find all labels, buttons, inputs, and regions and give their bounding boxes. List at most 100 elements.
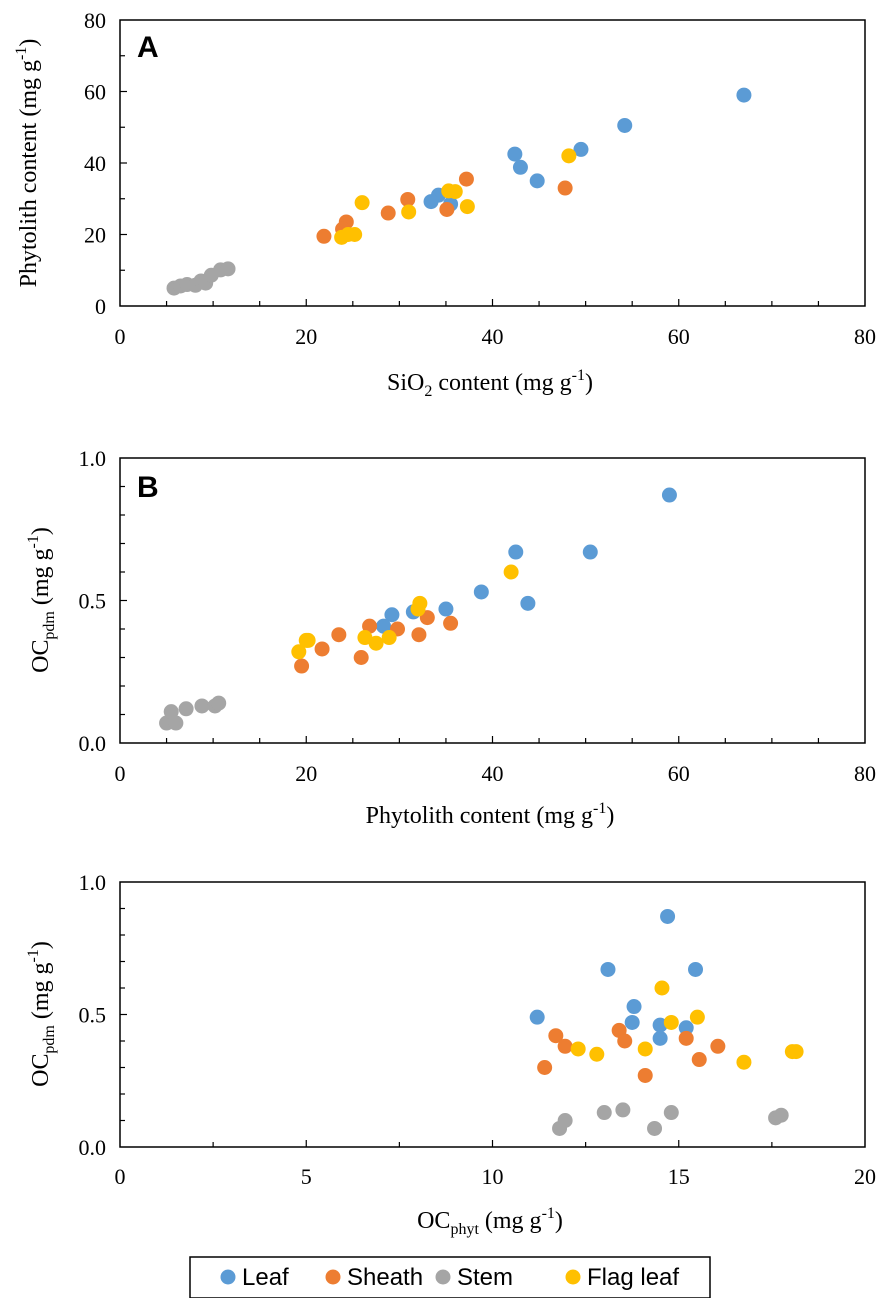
legend-marker [565,1269,581,1285]
data-point [300,632,316,648]
series-flag-leaf [334,148,577,245]
data-point [443,615,459,631]
series-sheath [294,610,459,674]
series-stem [159,695,227,731]
y-axis-label-subscript: pdm [41,1025,58,1054]
data-point [557,1113,573,1128]
data-point [368,635,384,651]
x-tick-label: 80 [854,761,876,786]
y-tick-label: 20 [84,223,106,248]
y-axis-label-main: Phytolith content (mg g [16,60,42,287]
data-point [678,1020,694,1036]
data-point [314,641,330,657]
x-tick-label: 10 [482,1164,504,1189]
data-point [660,908,676,924]
x-axis-label-superscript: -1 [572,367,585,384]
data-point [736,87,752,103]
y-axis-label: OCpdm (mg g-1) [25,527,58,673]
legend-label: Sheath [347,1264,423,1291]
x-axis-label: SiO2 content (mg g-1) [387,367,593,400]
legend-marker [220,1269,236,1285]
data-point [291,644,307,660]
panel-label: B [137,471,159,504]
data-point [688,961,704,977]
x-tick-label: 20 [295,324,317,349]
x-tick-label: 0 [115,1164,126,1189]
data-point [211,695,227,711]
data-point [384,607,400,623]
data-point [520,595,536,611]
data-point [678,1030,694,1046]
data-point [691,1052,707,1068]
data-point [661,487,677,503]
data-point [626,999,642,1015]
data-point [663,1105,679,1121]
data-point [652,1017,668,1033]
legend-item-flag-leaf: Flag leaf [565,1264,679,1291]
legend-label: Flag leaf [587,1264,679,1291]
legend-item-stem: Stem [435,1264,513,1291]
data-point [617,117,633,133]
x-axis-label: OCphyt (mg g-1) [417,1205,563,1238]
x-axis-label-end: ) [555,1208,563,1234]
data-point [557,1038,573,1054]
data-point [380,205,396,221]
data-point [447,184,463,200]
y-axis-label-rest: (mg g [28,548,54,611]
x-tick-label: 0 [115,761,126,786]
data-point [561,148,577,164]
data-point [423,194,439,210]
data-point [503,564,519,580]
data-point [294,658,310,674]
data-point [663,1014,679,1030]
data-point [589,1046,605,1062]
y-axis-label-end: ) [28,941,54,949]
series-sheath [316,171,573,244]
x-tick-label: 0 [115,324,126,349]
x-tick-label: 40 [482,324,504,349]
legend-item-leaf: Leaf [220,1264,289,1291]
data-point [400,191,416,207]
data-point [316,228,332,244]
x-tick-label: 20 [295,761,317,786]
y-tick-label: 1.0 [79,870,107,895]
x-axis-label-main: OC [417,1208,450,1234]
legend-marker [435,1269,451,1285]
y-tick-label: 0.0 [79,1135,107,1160]
data-point [689,1009,705,1025]
data-point [354,195,370,211]
plot-frame [119,881,866,1148]
y-tick-label: 0.0 [79,731,107,756]
data-point [557,180,573,196]
data-point [376,618,392,634]
legend-label: Stem [457,1264,513,1291]
series-leaf [529,908,704,1046]
data-point [647,1120,663,1136]
y-axis-label-superscript: -1 [13,47,30,60]
chart-panel-2: 0 20 40 60 80 0.0 0.5 1.0 Phytolith content (mg … [25,446,876,829]
data-point [458,171,474,187]
y-axis-label-end: ) [16,39,42,47]
series-stem [166,261,236,296]
data-point [508,544,524,560]
x-tick-label: 5 [301,1164,312,1189]
legend: Leaf Sheath Stem Flag leaf [189,1256,711,1298]
panel-label: A [137,31,159,64]
y-tick-label: 60 [84,80,106,105]
data-point [411,627,427,643]
y-axis-label: OCpdm (mg g-1) [25,941,58,1087]
data-point [438,601,454,617]
data-point [163,704,179,720]
data-point [654,980,670,996]
data-point [220,261,236,277]
data-point [600,961,616,977]
x-axis-label-subscript: phyt [450,1221,479,1238]
data-point [194,698,210,714]
data-point [529,173,545,189]
x-tick-label: 20 [854,1164,876,1189]
series-leaf [423,87,752,212]
data-point [570,1041,586,1057]
data-point [410,601,426,617]
